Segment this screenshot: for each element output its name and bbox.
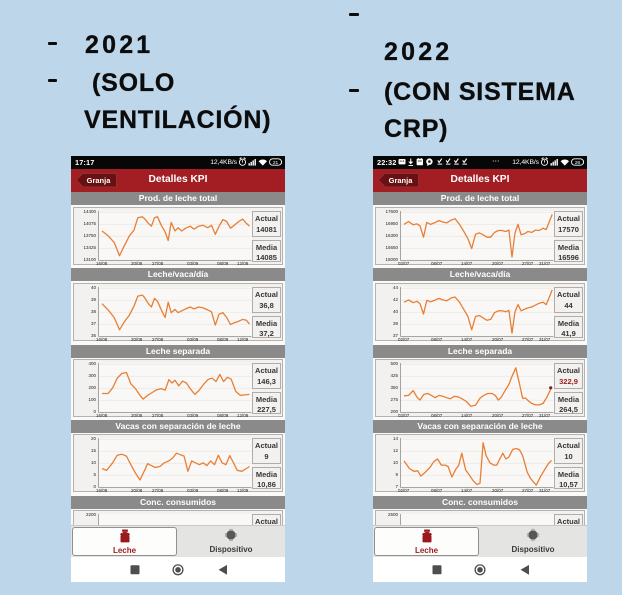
svg-text:26: 26 bbox=[575, 160, 581, 166]
svg-text:21: 21 bbox=[273, 160, 279, 166]
